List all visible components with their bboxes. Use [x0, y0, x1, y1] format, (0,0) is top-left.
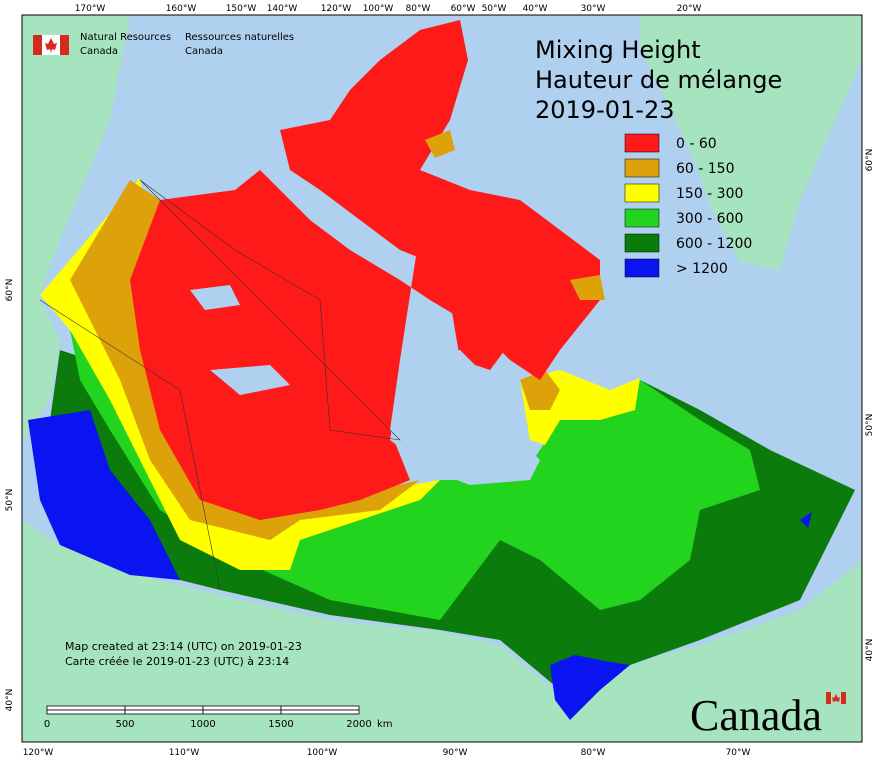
scale-segment — [46, 709, 126, 715]
graticule-label: 50°N — [5, 489, 15, 512]
region — [425, 130, 455, 158]
legend-label: 60 - 150 — [676, 161, 735, 177]
hudson-bay — [390, 350, 540, 485]
wordmark: Canada — [690, 691, 822, 740]
scale-label: 1000 — [190, 719, 215, 730]
legend-swatch — [624, 258, 660, 278]
maple-leaf — [832, 694, 840, 702]
footer-note: Map created at 23:14 (UTC) on 2019-01-23 — [65, 640, 302, 653]
scale-label: 2000 — [346, 719, 371, 730]
graticule-label: 80°W — [581, 748, 606, 758]
scale-label: 1500 — [268, 719, 293, 730]
title: 2019-01-23 — [535, 96, 674, 124]
border-lines — [39, 299, 221, 591]
graticule-label: 60°N — [5, 279, 15, 302]
title: Mixing Height — [535, 36, 701, 64]
arctic-islands — [450, 300, 520, 370]
graticule-label: 140°W — [267, 4, 298, 14]
region — [520, 370, 560, 410]
graticule-label: 30°W — [581, 4, 606, 14]
region — [70, 180, 420, 540]
agency-name: Canada — [80, 46, 118, 57]
scale-bar: 0 500 1000 1500 2000 km — [44, 705, 393, 730]
graticule-label: 100°W — [363, 4, 394, 14]
graticule-label: 110°W — [169, 748, 200, 758]
agency-name: Ressources naturelles — [185, 32, 294, 43]
legend-swatch — [624, 158, 660, 178]
graticule-label: 120°W — [321, 4, 352, 14]
us-land — [22, 520, 862, 742]
graticule-label: 70°W — [726, 748, 751, 758]
legend-swatch — [624, 183, 660, 203]
graticule-label: 40°N — [865, 639, 875, 662]
pacific-coast — [22, 300, 60, 440]
graticule-label: 100°W — [307, 748, 338, 758]
agency-name: Canada — [185, 46, 223, 57]
scale-segment — [280, 709, 360, 715]
title: Hauteur de mélange — [535, 66, 782, 94]
border-lines — [139, 179, 401, 441]
legend-label: 150 - 300 — [676, 186, 743, 202]
wordmark-flag — [826, 692, 846, 704]
lake — [190, 285, 240, 310]
lake — [210, 365, 290, 395]
region — [800, 512, 812, 528]
legend-label: 0 - 60 — [676, 136, 717, 152]
arctic-islands — [280, 20, 600, 320]
scale-segment — [280, 705, 360, 711]
flag-bar — [33, 35, 42, 55]
legend-swatch — [624, 208, 660, 228]
region — [570, 275, 605, 300]
scale-segment — [202, 705, 282, 711]
alaska-land — [22, 15, 130, 300]
graticule-label: 150°W — [226, 4, 257, 14]
graticule-label: 50°N — [865, 414, 875, 437]
legend-swatch — [624, 133, 660, 153]
legend-label: > 1200 — [676, 261, 728, 277]
scale-segment — [202, 709, 282, 715]
graticule-label: 120°W — [23, 748, 54, 758]
flag-bar — [60, 35, 69, 55]
legend-label: 300 - 600 — [676, 211, 743, 227]
scale-unit: km — [377, 719, 393, 730]
scale-label: 0 — [44, 719, 50, 730]
graticule-label: 40°N — [5, 689, 15, 712]
flag-bar — [841, 692, 846, 704]
graticule-label: 170°W — [75, 4, 106, 14]
maple-leaf — [45, 38, 57, 53]
graticule-label: 40°W — [523, 4, 548, 14]
logo: Natural Resources Canada Ressources natu… — [33, 32, 294, 57]
graticule-label: 60°N — [865, 149, 875, 172]
greenland — [640, 15, 862, 270]
graticule-label: 60°W — [451, 4, 476, 14]
footer-note: Carte créée le 2019-01-23 (UTC) à 23:14 — [65, 655, 289, 668]
legend-label: 600 - 1200 — [676, 236, 752, 252]
scale-segment — [46, 705, 126, 711]
graticule-label: 160°W — [166, 4, 197, 14]
map-frame — [21, 14, 863, 743]
graticule-label: 90°W — [443, 748, 468, 758]
graticule-label: 80°W — [406, 4, 431, 14]
agency-name: Natural Resources — [80, 32, 171, 43]
graticule-label: 50°W — [482, 4, 507, 14]
region — [28, 410, 180, 580]
region — [550, 655, 630, 720]
legend-swatch — [624, 233, 660, 253]
scale-segment — [124, 709, 204, 715]
scale-label: 500 — [115, 719, 134, 730]
scale-segment — [124, 705, 204, 711]
graticule-label: 20°W — [677, 4, 702, 14]
flag-bar — [826, 692, 831, 704]
